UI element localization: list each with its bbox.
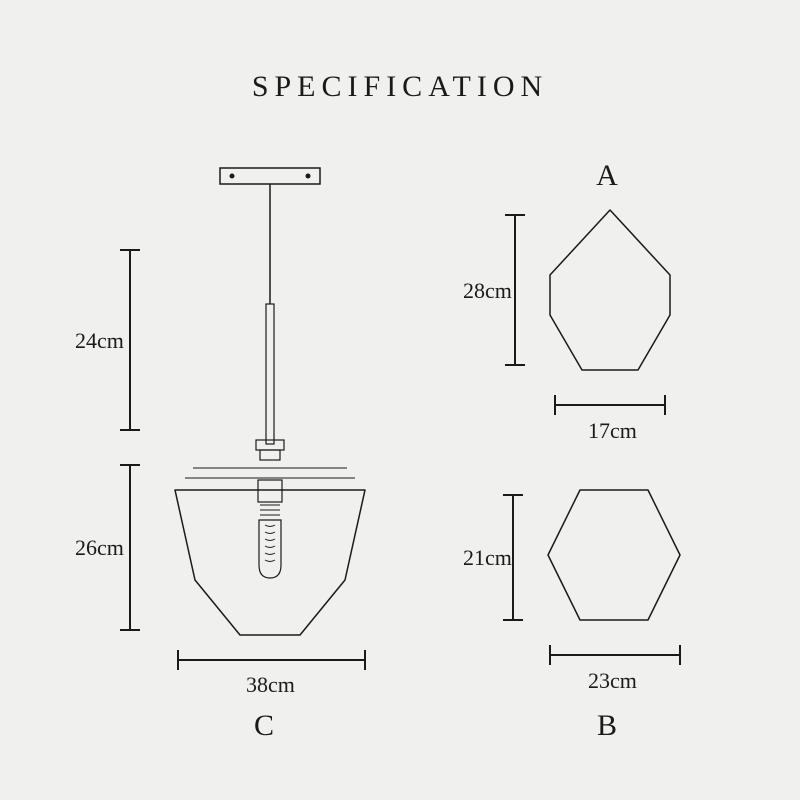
shape-a [550, 210, 670, 370]
svg-text:26cm: 26cm [75, 535, 124, 560]
svg-text:C: C [254, 709, 274, 742]
spec-page: SPECIFICATION A28cm17cmB21cm23cm24cm26cm… [0, 0, 800, 800]
shape-b [548, 490, 680, 620]
svg-text:28cm: 28cm [463, 278, 512, 303]
svg-text:23cm: 23cm [588, 668, 637, 693]
svg-text:A: A [596, 159, 618, 192]
canopy [220, 168, 320, 184]
svg-text:B: B [597, 709, 617, 742]
bulb [259, 520, 281, 578]
shade-c [175, 490, 365, 635]
svg-text:24cm: 24cm [75, 328, 124, 353]
spec-diagram: A 28cm 17cm B 21cm 23cm 24cm 26cm 38cm C [0, 0, 800, 800]
svg-text:21cm: 21cm [463, 545, 512, 570]
svg-text:17cm: 17cm [588, 418, 637, 443]
svg-text:38cm: 38cm [246, 672, 295, 697]
